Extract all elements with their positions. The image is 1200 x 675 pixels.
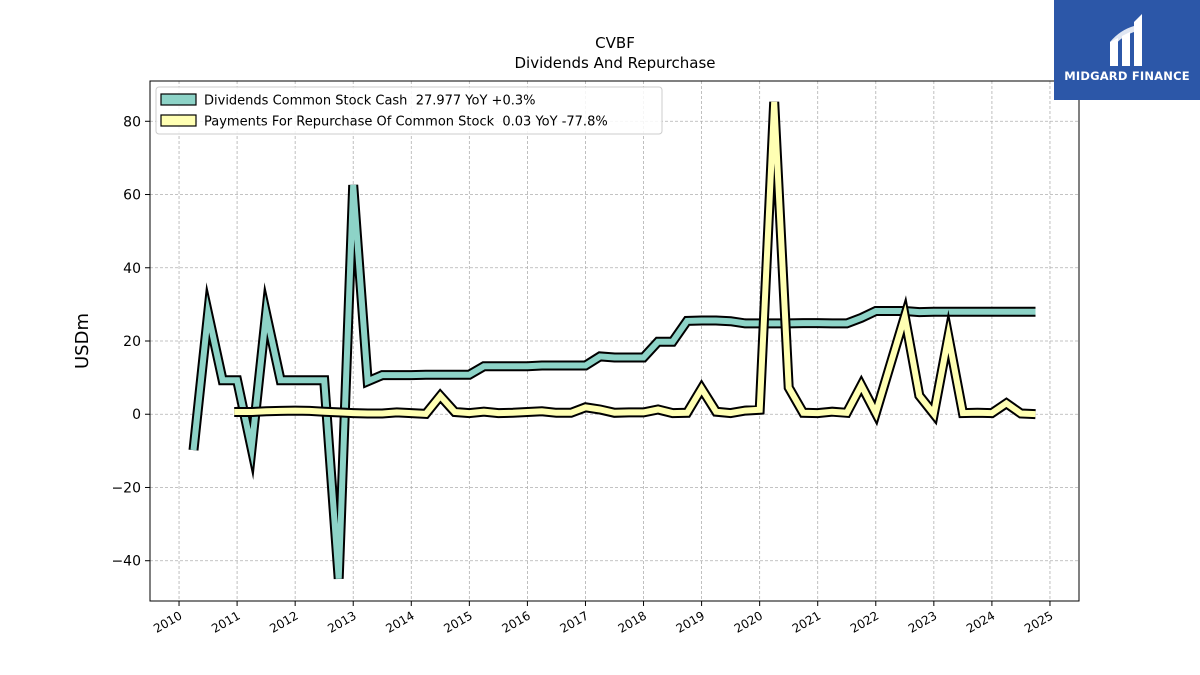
- series-0-line: [190, 184, 1036, 579]
- y-tick-label: 40: [123, 261, 141, 277]
- legend-box: [155, 86, 663, 135]
- x-tick-label: 2010: [151, 608, 184, 635]
- plot-frame: [149, 80, 1080, 602]
- x-tick-label: 2011: [209, 608, 242, 635]
- x-tick-label: 2022: [848, 608, 881, 635]
- legend-label-repurchase: Payments For Repurchase Of Common Stock …: [204, 115, 608, 130]
- series-1-line: [234, 101, 1036, 422]
- x-tick-label: 2020: [732, 608, 765, 635]
- x-tick-label: 2023: [906, 608, 939, 635]
- x-tick-label: 2019: [674, 608, 707, 635]
- midgard-logo-icon: [1110, 14, 1142, 66]
- y-axis-label: USDm: [72, 313, 93, 369]
- chart-title: CVBF: [595, 34, 635, 52]
- legend-swatch-repurchase: [160, 114, 197, 127]
- y-tick-label: 0: [132, 407, 141, 423]
- y-tick-label: 60: [123, 188, 141, 204]
- x-tick-label: 2015: [441, 608, 474, 635]
- legend-label-dividends: Dividends Common Stock Cash 27.977 YoY +…: [204, 94, 535, 109]
- y-tick-label: 80: [123, 114, 141, 130]
- x-tick-label: 2017: [558, 608, 591, 635]
- x-tick-label: 2018: [616, 608, 649, 635]
- brand-logo: MIDGARD FINANCE: [1054, 0, 1200, 100]
- series-lines: [188, 101, 1036, 580]
- y-tick-label: −40: [111, 554, 141, 570]
- legend: Dividends Common Stock Cash 27.977 YoY +…: [155, 86, 663, 135]
- y-tick-label: 20: [123, 334, 141, 350]
- grid: [150, 81, 1079, 601]
- x-tick-label: 2012: [267, 608, 300, 635]
- x-tick-label: 2016: [499, 608, 532, 635]
- x-tick-label: 2013: [325, 608, 358, 635]
- x-tick-label: 2021: [790, 608, 823, 635]
- legend-swatch-dividends: [160, 93, 197, 106]
- chart-subtitle: Dividends And Repurchase: [514, 54, 715, 72]
- y-tick-label: −20: [111, 480, 141, 496]
- x-tick-label: 2014: [383, 608, 416, 635]
- x-tick-label: 2024: [964, 608, 997, 635]
- x-tick-label: 2025: [1022, 608, 1055, 635]
- brand-name: MIDGARD FINANCE: [1064, 69, 1190, 83]
